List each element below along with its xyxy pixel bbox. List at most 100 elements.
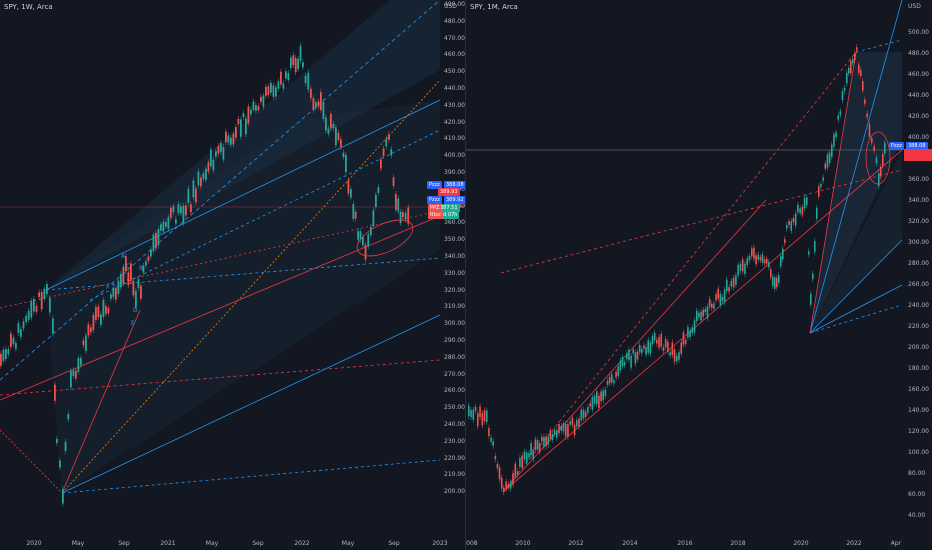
price-tag[interactable]: 387.51 [438,204,460,212]
candle [307,72,310,90]
candle [470,409,472,417]
candle [500,477,503,489]
candle [187,188,190,203]
candle [630,355,632,368]
candle [580,409,583,421]
candle [494,456,497,460]
price-tick: 480.00 [908,50,929,57]
price-tag-label[interactable]: Pzzz [427,196,442,204]
candle [77,358,80,372]
candle [708,298,711,307]
candle [170,208,172,218]
candle [64,441,67,451]
candle [322,101,325,119]
candle [818,186,820,197]
time-tick: 2021 [160,540,176,547]
candle [120,273,122,288]
candle [200,177,202,187]
candle [820,183,822,188]
candle [746,258,749,266]
candle [831,144,833,157]
candle [774,277,776,289]
candle [530,443,532,456]
time-tick: May [341,540,355,547]
price-tick: 420.00 [908,113,929,120]
candle [667,341,669,352]
candle [826,154,829,168]
chart-canvas-left[interactable]: A B C DE [0,0,466,550]
price-range-block [904,149,932,161]
candle [362,236,364,246]
candle [367,234,370,247]
candle [270,82,272,93]
candle [759,256,762,261]
candle [846,72,848,84]
candle [132,280,135,296]
candle [824,163,827,169]
candle [212,159,215,171]
price-tick: 260.00 [908,281,929,288]
price-tag[interactable]: 389.92 [444,196,465,204]
price-tick: 390.00 [444,169,465,176]
candle [717,288,720,299]
candle [202,173,205,180]
price-tag-label[interactable]: Pzzz [427,181,442,189]
candle [613,380,615,384]
candle [880,166,882,177]
price-tick: 320.00 [444,286,465,294]
trend-line [809,284,903,334]
price-tag[interactable]: 388.08 [444,181,465,189]
price-axis-right[interactable]: USD 500.00 480.00 460.00 440.00 420.00 400.00 3… [902,0,932,550]
chart-pane-right[interactable]: SPY, 1M, Arca USD 500.00 480.00 460.00 440.0… [466,0,932,550]
price-axis-left[interactable]: USD 490.00 480.00 470.00 460.00 450.00 440.00 4… [438,0,465,550]
trend-line [61,309,141,494]
candle [54,384,56,401]
candle [175,219,177,224]
candle [858,64,860,73]
candle [638,345,641,353]
candle [315,102,317,108]
price-tag-label[interactable]: Rtsz [428,211,443,219]
candle [611,374,613,383]
candle [97,306,100,318]
candle [632,349,635,354]
candle [596,391,598,405]
candle [591,396,594,410]
candle [327,128,330,134]
candle [700,311,702,321]
price-tag-label[interactable]: Pzzz [889,142,904,150]
candle [606,380,609,385]
chart-canvas-right[interactable] [466,0,932,550]
time-tick: 2016 [677,540,693,547]
price-tick: 260.00 [444,387,465,395]
candle [372,210,375,227]
candle [543,437,545,448]
candle [669,352,671,356]
candle [878,173,880,187]
candle [702,309,705,317]
candle [608,376,611,384]
trend-line [0,429,63,494]
price-tick: 280.00 [908,260,929,267]
candle [814,241,816,252]
candle [541,436,543,442]
time-tick: 2018 [730,540,746,547]
price-tick: 120.00 [908,428,929,435]
symbol-title[interactable]: SPY, 1M, Arca [470,3,518,11]
time-tick: 2012 [568,540,584,547]
candle [843,87,846,91]
price-tag-label[interactable]: PPZ [428,204,442,212]
candle [167,217,170,229]
candle [711,303,713,309]
candle [312,98,315,111]
candle [753,247,755,259]
candle [192,180,195,198]
price-tag[interactable]: 5d 07h [438,211,460,219]
candle [755,255,757,265]
symbol-title[interactable]: SPY, 1W, Arca [4,3,53,11]
price-tag[interactable]: 389.93 [438,188,460,196]
time-tick: Apr [890,540,902,547]
candle [744,263,746,275]
price-tag[interactable]: 388.08 [906,142,928,150]
